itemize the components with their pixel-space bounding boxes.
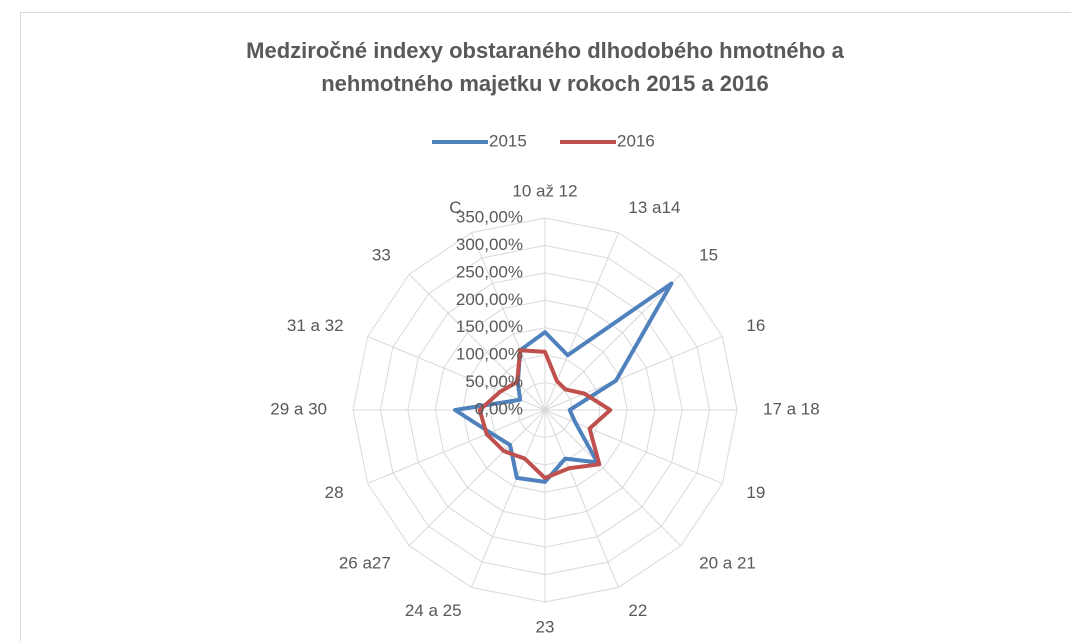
category-label: 10 až 12: [512, 181, 577, 200]
r-tick-label: 150,00%: [456, 317, 523, 336]
r-tick-label: 350,00%: [456, 207, 523, 226]
series-line: [453, 281, 674, 484]
category-label: 20 a 21: [699, 554, 756, 573]
r-tick-label: 300,00%: [456, 235, 523, 254]
category-label: 31 a 32: [287, 316, 344, 335]
category-label: 33: [372, 245, 391, 264]
category-label: 15: [699, 245, 718, 264]
r-tick-label: 200,00%: [456, 290, 523, 309]
spoke: [408, 409, 546, 547]
r-tick-label: 0,00%: [475, 399, 523, 418]
category-label: C: [449, 198, 461, 217]
category-label: 13 a14: [628, 198, 680, 217]
spoke: [471, 232, 546, 411]
category-label: 26 a27: [339, 554, 391, 573]
spoke: [408, 273, 546, 411]
category-label: 23: [536, 617, 555, 636]
r-tick-label: 250,00%: [456, 262, 523, 281]
legend-label: 2016: [617, 131, 655, 150]
spoke: [544, 336, 723, 411]
legend-label: 2015: [489, 131, 527, 150]
category-label: 24 a 25: [405, 601, 462, 620]
category-label: 19: [746, 483, 765, 502]
spoke: [367, 409, 546, 484]
r-tick-label: 50,00%: [465, 372, 523, 391]
spoke: [544, 409, 682, 547]
spoke: [544, 273, 682, 411]
series-line: [477, 348, 613, 481]
spoke: [544, 409, 723, 484]
chart-border: [20, 12, 1071, 641]
category-label: 28: [325, 483, 344, 502]
r-tick-label: 100,00%: [456, 345, 523, 364]
category-label: 22: [628, 601, 647, 620]
category-label: 29 a 30: [270, 399, 327, 418]
spoke: [471, 409, 546, 588]
category-label: 16: [746, 316, 765, 335]
spoke: [544, 232, 619, 411]
category-label: 17 a 18: [763, 399, 820, 418]
spoke: [544, 409, 619, 588]
spoke: [367, 336, 546, 411]
chart-title: Medziročné indexy obstaraného dlhodobého…: [246, 38, 844, 96]
